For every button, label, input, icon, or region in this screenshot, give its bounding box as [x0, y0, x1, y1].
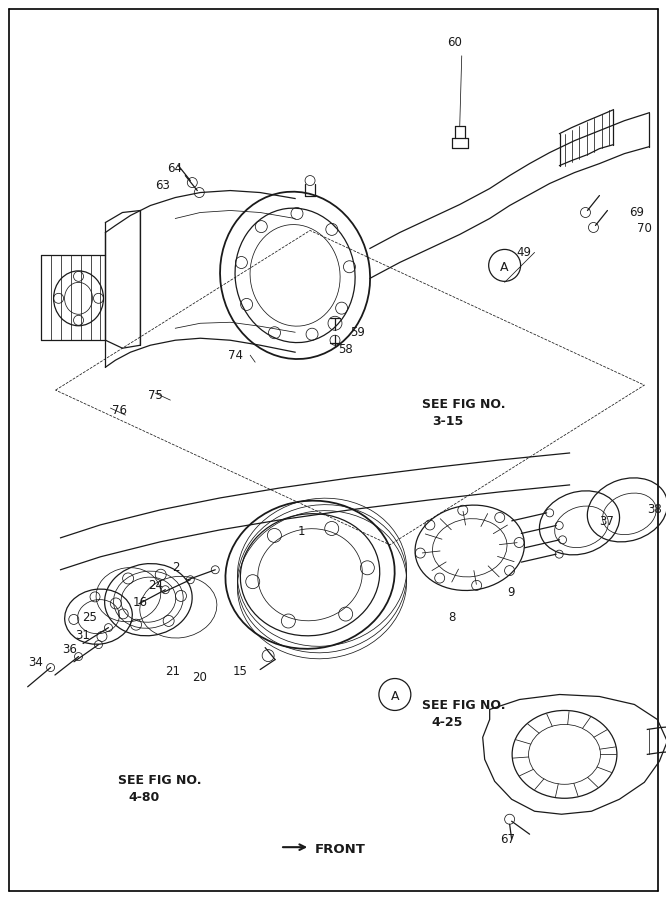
Text: 31: 31	[75, 629, 91, 642]
Text: 15: 15	[232, 665, 247, 678]
Text: 76: 76	[113, 403, 127, 417]
Text: A: A	[500, 261, 509, 274]
Text: 3-15: 3-15	[432, 415, 463, 428]
Text: 1: 1	[298, 526, 305, 538]
Text: 75: 75	[148, 389, 163, 401]
Text: 70: 70	[638, 222, 652, 235]
Text: 64: 64	[167, 162, 182, 176]
Text: 69: 69	[630, 206, 644, 219]
Text: 21: 21	[165, 665, 180, 678]
Text: 4-80: 4-80	[129, 791, 159, 805]
Text: 37: 37	[600, 516, 614, 528]
Text: SEE FIG NO.: SEE FIG NO.	[119, 774, 202, 788]
Text: FRONT: FRONT	[315, 842, 366, 856]
Text: 74: 74	[228, 348, 243, 362]
Text: 2: 2	[172, 562, 180, 574]
Text: SEE FIG NO.: SEE FIG NO.	[422, 699, 506, 713]
Text: 59: 59	[350, 326, 365, 338]
Text: 9: 9	[508, 586, 515, 599]
Text: 34: 34	[29, 656, 43, 669]
Text: 63: 63	[155, 179, 170, 192]
Text: 16: 16	[133, 596, 147, 609]
Text: 24: 24	[148, 580, 163, 592]
Text: 60: 60	[447, 36, 462, 50]
Text: 49: 49	[517, 246, 532, 259]
Text: 4-25: 4-25	[432, 716, 463, 729]
Text: 67: 67	[500, 832, 515, 846]
Text: SEE FIG NO.: SEE FIG NO.	[422, 398, 506, 411]
Text: 8: 8	[448, 611, 455, 625]
Text: 58: 58	[338, 343, 353, 356]
Text: 36: 36	[63, 644, 77, 656]
Text: 25: 25	[83, 611, 97, 625]
Text: A: A	[391, 690, 399, 703]
Text: 38: 38	[648, 503, 662, 517]
Text: 20: 20	[192, 671, 207, 684]
